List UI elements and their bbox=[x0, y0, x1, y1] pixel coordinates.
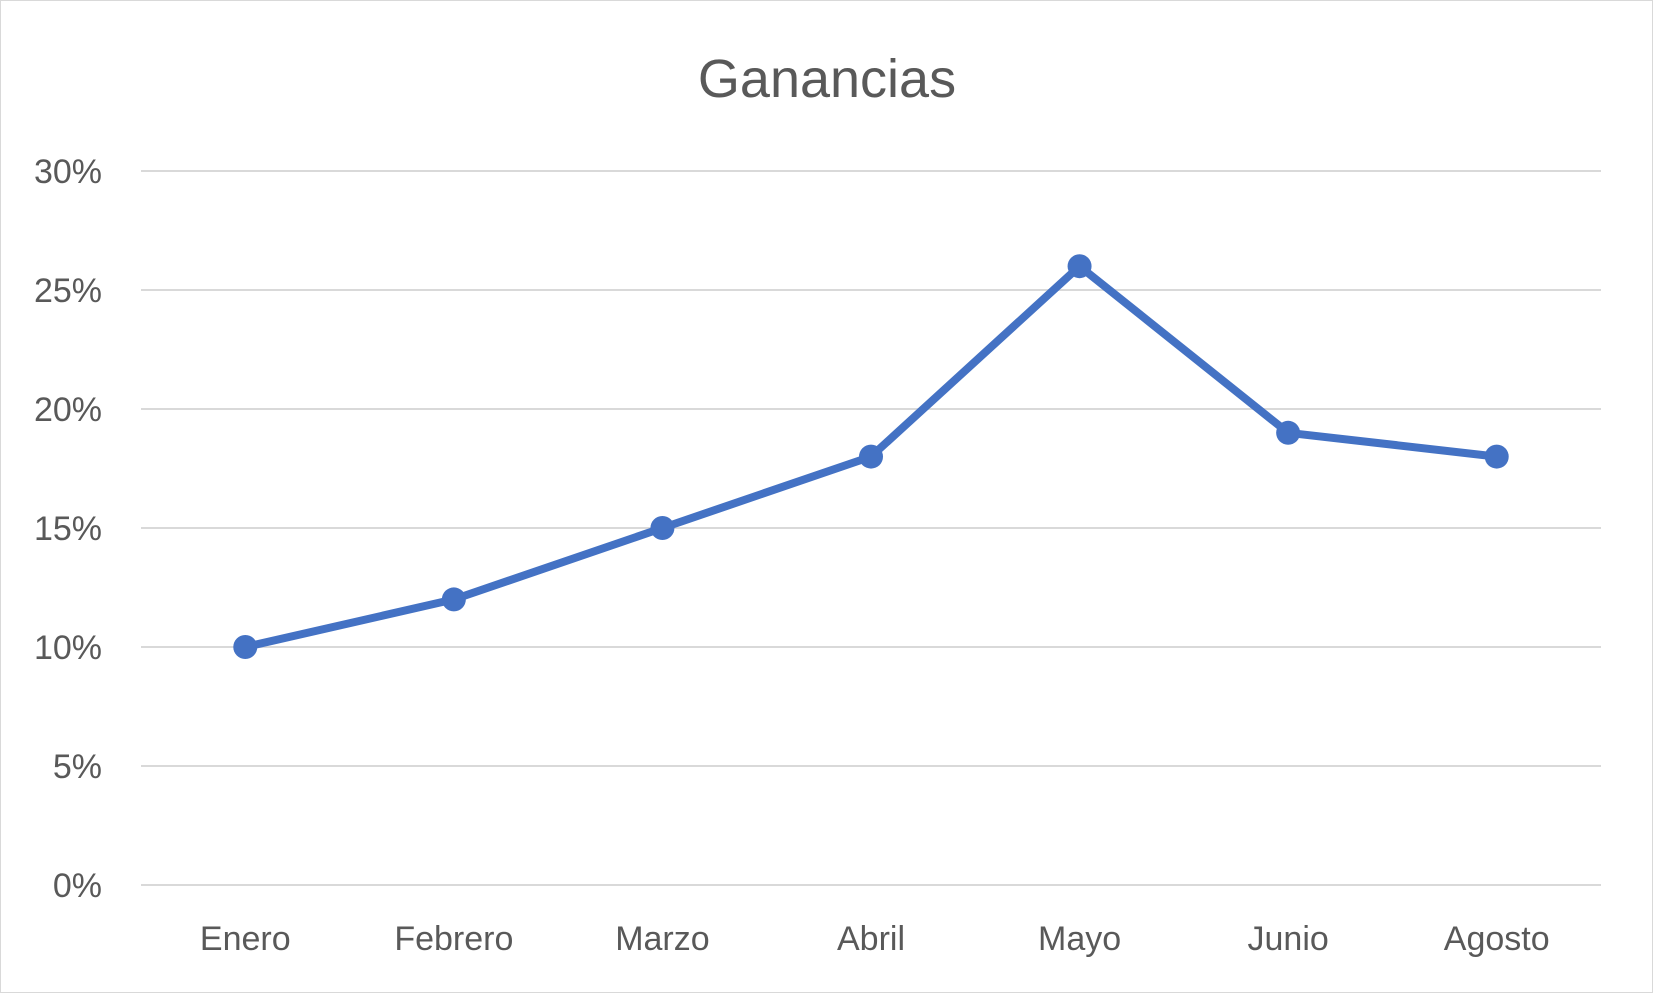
y-tick-label: 20% bbox=[34, 391, 102, 429]
y-tick-label: 10% bbox=[34, 629, 102, 667]
series-group bbox=[233, 254, 1509, 659]
y-tick-label: 5% bbox=[53, 748, 102, 786]
data-point-febrero bbox=[441, 587, 466, 612]
x-axis-tick-labels: Enero Febrero Marzo Abril Mayo Junio Agosto bbox=[200, 920, 1550, 958]
data-point-enero bbox=[233, 635, 258, 659]
data-point-agosto bbox=[1484, 444, 1509, 469]
x-tick-label: Febrero bbox=[394, 920, 513, 958]
chart-title: Ganancias bbox=[698, 49, 956, 109]
y-tick-label: 25% bbox=[34, 272, 102, 310]
gridlines bbox=[141, 170, 1601, 886]
x-tick-label: Abril bbox=[837, 920, 905, 958]
data-point-junio bbox=[1276, 420, 1301, 445]
x-tick-label: Mayo bbox=[1038, 920, 1121, 958]
y-axis-tick-labels: 0% 5% 10% 15% 20% 25% 30% bbox=[34, 153, 102, 905]
x-tick-label: Enero bbox=[200, 920, 291, 958]
data-point-abril bbox=[859, 444, 883, 469]
x-tick-label: Junio bbox=[1248, 920, 1329, 958]
data-point-mayo bbox=[1067, 254, 1092, 279]
y-tick-label: 15% bbox=[34, 510, 102, 548]
x-tick-label: Marzo bbox=[615, 920, 709, 958]
y-tick-label: 0% bbox=[53, 867, 102, 905]
data-point-marzo bbox=[650, 516, 675, 540]
x-tick-label: Agosto bbox=[1444, 920, 1550, 958]
y-tick-label: 30% bbox=[34, 153, 102, 191]
